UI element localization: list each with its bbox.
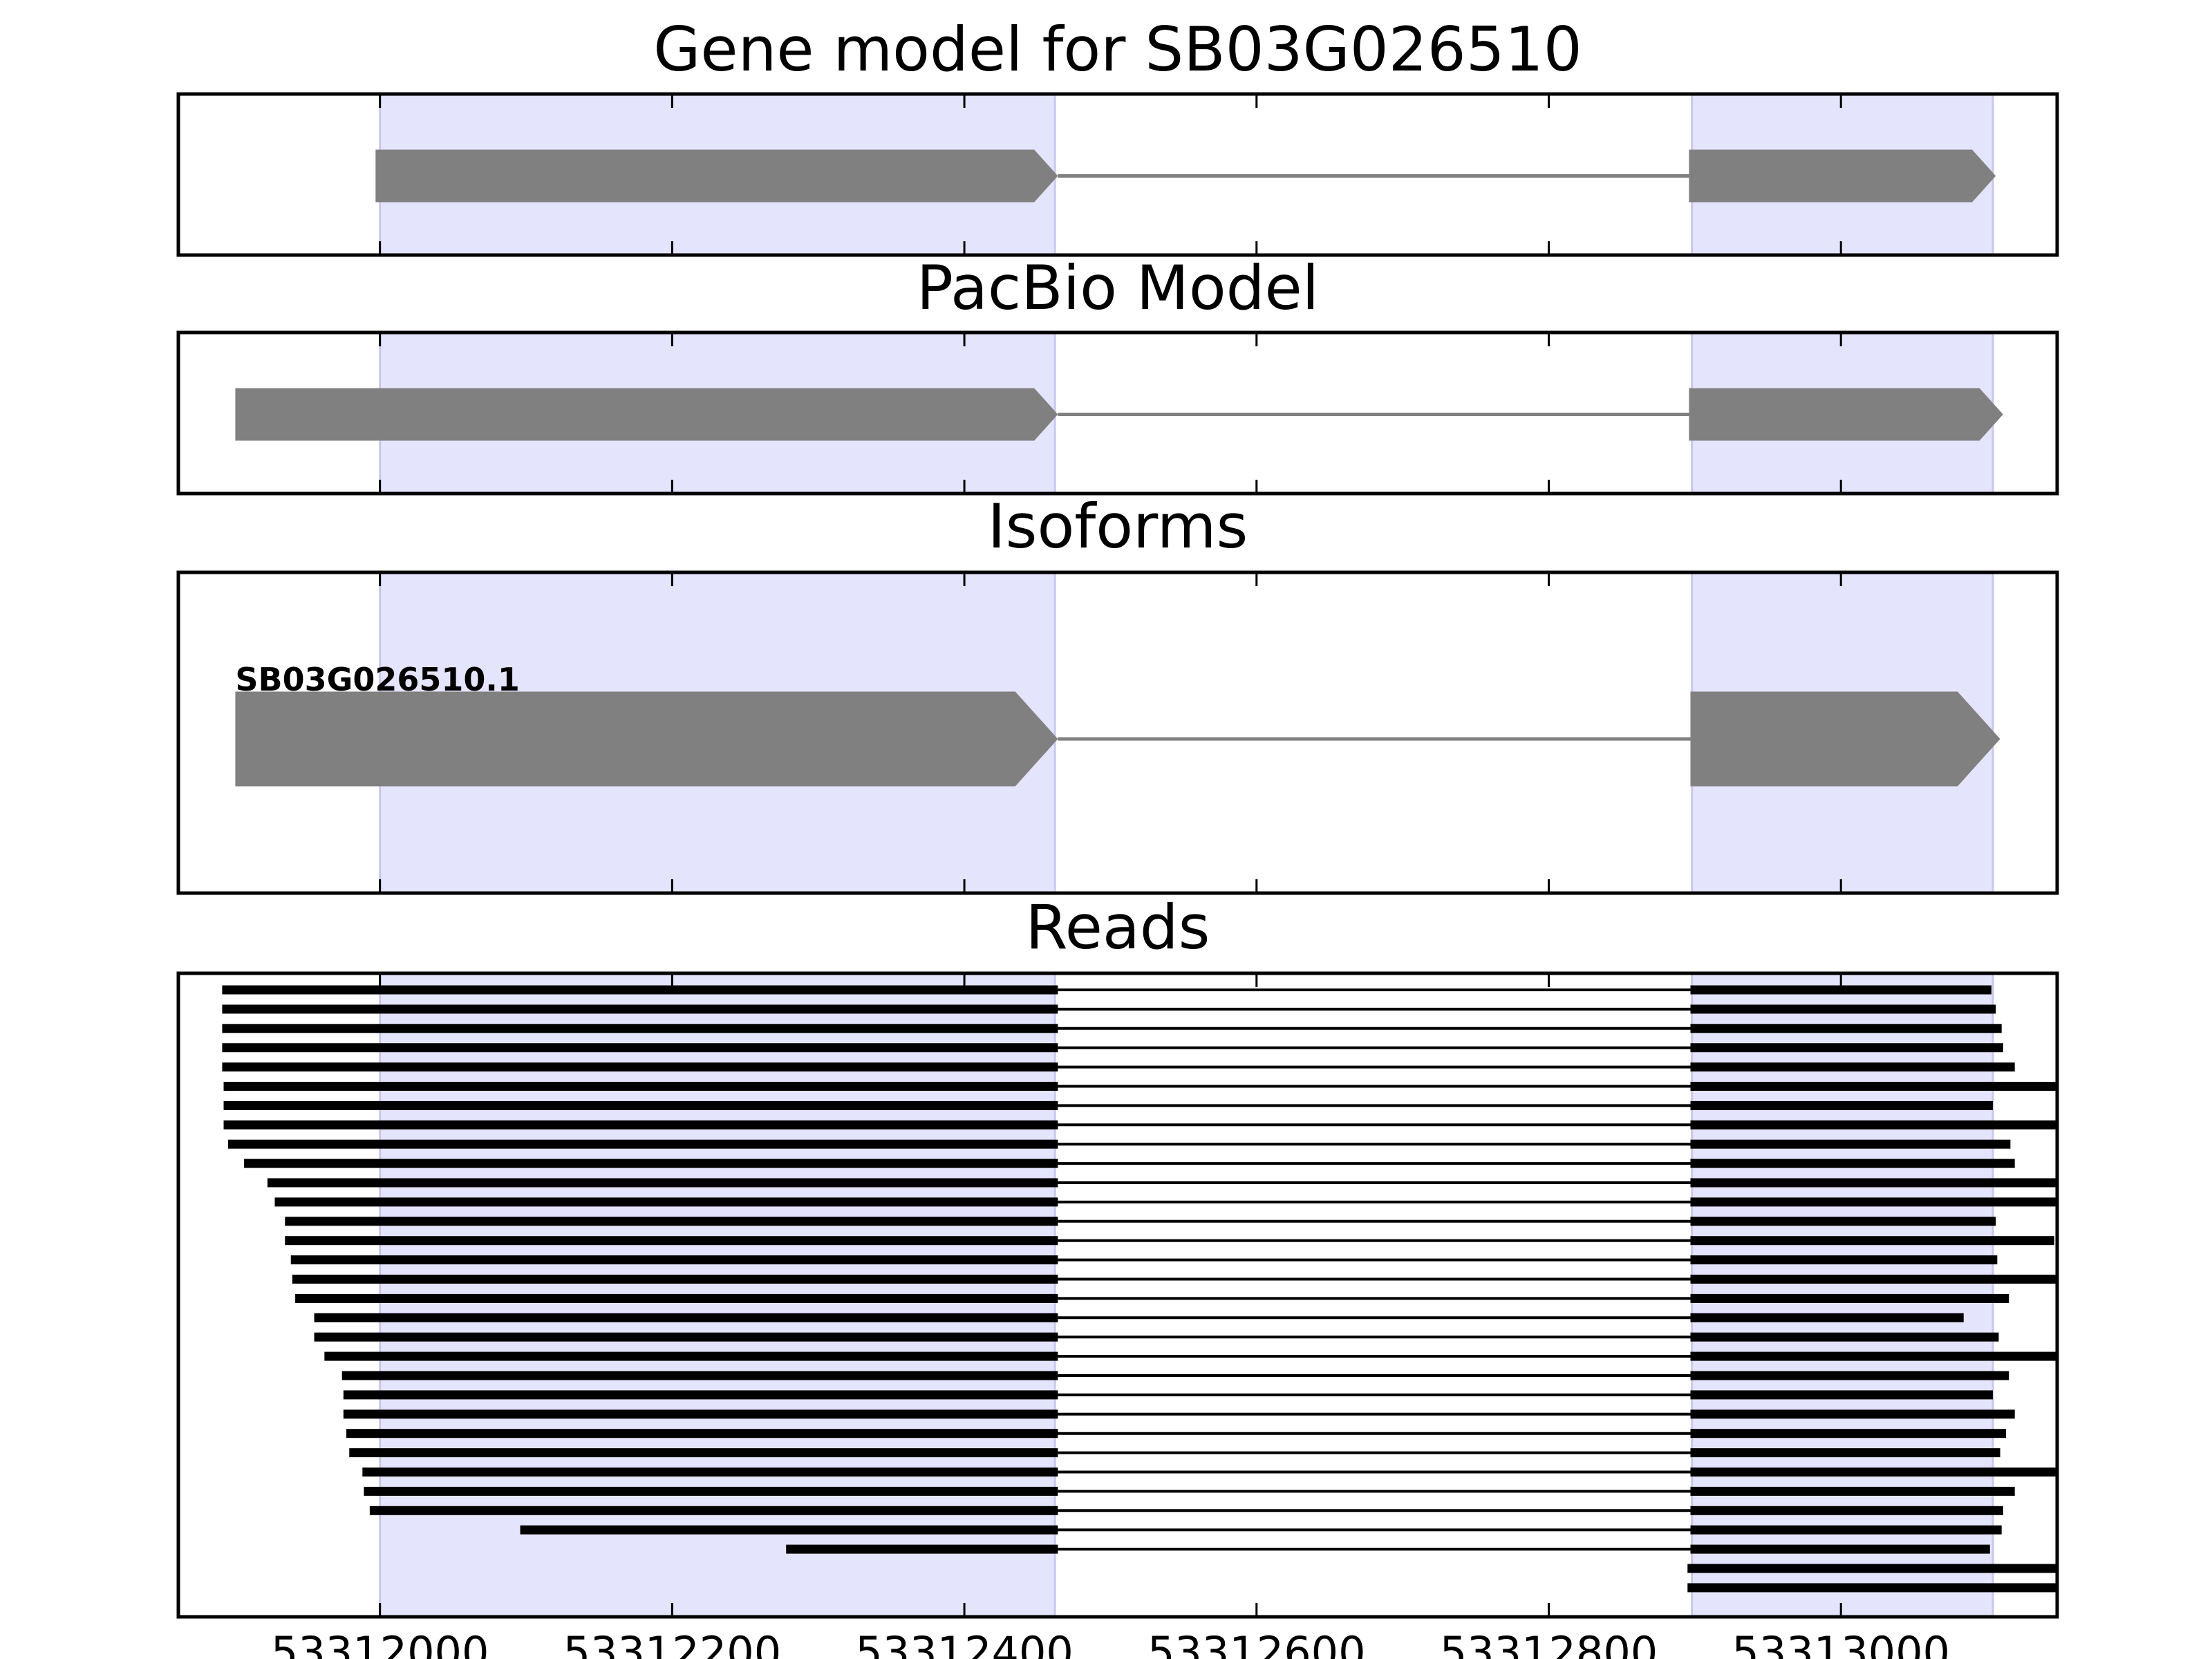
panel: [222, 973, 2057, 1617]
exon: [1690, 691, 2000, 787]
exon: [341, 1371, 1058, 1380]
exon: [1690, 1544, 1990, 1554]
exon: [227, 1139, 1058, 1149]
exon: [1690, 1390, 1994, 1400]
exon: [222, 1024, 1058, 1033]
exon: [1690, 1409, 2015, 1419]
exon: [1689, 388, 2003, 441]
exon: [1690, 1293, 2009, 1303]
exon: [1690, 985, 1991, 995]
panel-title: Gene model for SB03G026510: [653, 14, 1582, 85]
exon: [364, 1486, 1058, 1496]
exon: [1690, 1043, 2003, 1053]
exon: [1690, 1506, 2003, 1515]
axes-frame: [176, 971, 2059, 1619]
exon: [520, 1525, 1058, 1535]
panel: [235, 572, 2000, 893]
exon: [285, 1236, 1058, 1246]
axes-frame: [176, 570, 2059, 895]
exon: [314, 1313, 1058, 1322]
exon: [1690, 1159, 2015, 1168]
exon: [223, 1082, 1058, 1091]
x-tick-label: 53312200: [563, 1627, 782, 1659]
exon: [1687, 1564, 2057, 1573]
exon: [274, 1197, 1058, 1207]
exon: [222, 1062, 1058, 1072]
x-tick-label: 53312800: [1440, 1627, 1658, 1659]
exon: [343, 1390, 1058, 1400]
exon: [1690, 1525, 2002, 1535]
exon: [375, 149, 1058, 203]
exon: [244, 1159, 1058, 1168]
exon: [1690, 1351, 2057, 1361]
exon: [1690, 1468, 2057, 1477]
exon: [235, 388, 1058, 441]
exon: [1689, 149, 1996, 203]
exon: [223, 1120, 1058, 1130]
exon: [314, 1332, 1058, 1342]
exon: [295, 1293, 1058, 1303]
exon: [1690, 1486, 2015, 1496]
exon: [1690, 1448, 2000, 1458]
exon: [267, 1178, 1058, 1188]
x-tick-label: 53312000: [271, 1627, 489, 1659]
x-tick-label: 53312400: [855, 1627, 1074, 1659]
exon: [1690, 1139, 2011, 1149]
exon: [235, 691, 1058, 787]
axes-frame: [176, 330, 2059, 496]
exon: [786, 1544, 1058, 1554]
exon: [222, 1043, 1058, 1053]
exon: [369, 1506, 1058, 1515]
exon: [222, 1004, 1058, 1014]
axes-frame: [176, 92, 2059, 257]
exon: [343, 1409, 1058, 1419]
x-tick-label: 53313000: [1732, 1627, 1950, 1659]
panel-title: Isoforms: [988, 491, 1248, 562]
exon: [1690, 1371, 2009, 1380]
exon: [1687, 1583, 2057, 1593]
exon: [1690, 1178, 2057, 1188]
exon: [292, 1275, 1058, 1284]
exon: [1690, 1004, 1996, 1014]
exon: [1690, 1120, 2057, 1130]
panel: [235, 332, 2003, 494]
x-tick-label: 53312600: [1147, 1627, 1366, 1659]
exon: [1690, 1024, 2002, 1033]
exon: [1690, 1429, 2007, 1438]
exon: [1690, 1062, 2015, 1072]
exon: [1690, 1255, 1998, 1265]
panel-title: PacBio Model: [917, 252, 1319, 324]
track-label: SB03G026510.1: [235, 661, 519, 698]
exon: [1690, 1332, 1999, 1342]
panel-title: Reads: [1026, 892, 1210, 963]
panel: [375, 94, 1996, 255]
exon: [290, 1255, 1058, 1265]
exon: [1690, 1275, 2057, 1284]
exon: [1690, 1313, 1964, 1322]
exon: [1690, 1100, 1994, 1110]
exon: [346, 1429, 1058, 1438]
exon: [223, 1100, 1058, 1110]
exon: [1690, 1217, 1996, 1226]
exon: [324, 1351, 1058, 1361]
exon: [285, 1217, 1058, 1226]
exon: [1690, 1082, 2057, 1091]
exon: [222, 985, 1058, 995]
exon: [1690, 1236, 2054, 1246]
exon: [349, 1448, 1058, 1458]
exon: [1690, 1197, 2057, 1207]
exon: [362, 1468, 1058, 1477]
